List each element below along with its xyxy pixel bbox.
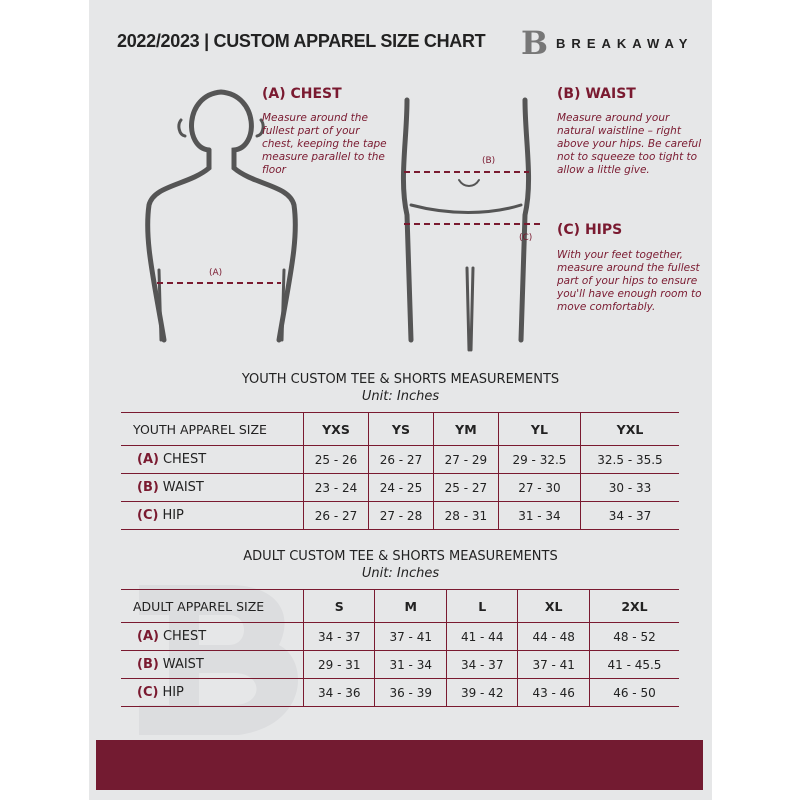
measurement-cell: 30 - 33 (579, 473, 679, 502)
brand-logo: B BREAKAWAY (521, 24, 693, 62)
measurement-cell: 24 - 25 (367, 473, 434, 502)
marker-c: (C) (519, 233, 532, 243)
head-outline (189, 89, 298, 343)
footer-bar (96, 740, 703, 790)
adult-table-title: ADULT CUSTOM TEE & SHORTS MEASUREMENTS Un… (89, 549, 712, 581)
measurement-cell: 34 - 36 (302, 678, 375, 707)
measurement-cell: 27 - 29 (432, 445, 499, 474)
measurement-cell: 41 - 45.5 (588, 650, 679, 679)
measurement-cell: 27 - 30 (497, 473, 581, 502)
measurement-cell: 36 - 39 (374, 678, 447, 707)
header-cell: YOUTH APPAREL SIZE (121, 412, 304, 446)
table-row: (B) WAIST 23 - 24 24 - 25 25 - 27 27 - 30 30 -… (121, 473, 679, 502)
measurement-cell: 31 - 34 (374, 650, 447, 679)
measurement-cell: 41 - 44 (445, 622, 518, 651)
table-row: (A) CHEST 34 - 37 37 - 41 41 - 44 44 - 48 48 -… (121, 622, 679, 651)
waist-instructions: Measure around your natural waistline – … (557, 112, 702, 176)
header-cell: YXS (303, 412, 369, 446)
measurement-cell: 44 - 48 (517, 622, 590, 651)
body-figures: (A) (B) (C) (145, 89, 541, 352)
measurement-cell: 37 - 41 (374, 622, 447, 651)
measurement-cell: 25 - 27 (432, 473, 499, 502)
measurement-cell: 37 - 41 (517, 650, 590, 679)
table-header-row: ADULT APPAREL SIZE S M L XL 2XL (121, 589, 679, 623)
youth-table-title: YOUTH CUSTOM TEE & SHORTS MEASUREMENTS Un… (89, 372, 712, 404)
adult-title: ADULT CUSTOM TEE & SHORTS MEASUREMENTS (243, 549, 558, 564)
measurement-cell: 46 - 50 (588, 678, 679, 707)
measurement-cell: 32.5 - 35.5 (579, 445, 679, 474)
youth-title: YOUTH CUSTOM TEE & SHORTS MEASUREMENTS (241, 372, 560, 387)
row-label: (C) HIP (121, 501, 304, 530)
row-tag: (A) (137, 629, 159, 644)
marker-a: (A) (209, 268, 222, 278)
row-label-text: HIP (162, 685, 184, 700)
measurement-cell: 39 - 42 (445, 678, 518, 707)
table-row: (B) WAIST 29 - 31 31 - 34 34 - 37 37 - 41 41 -… (121, 650, 679, 679)
row-label-text: WAIST (162, 480, 204, 495)
header-cell: YL (497, 412, 581, 446)
measurement-cell: 28 - 31 (432, 501, 499, 530)
chest-heading: (A) CHEST (262, 86, 342, 102)
measurement-cell: 26 - 27 (367, 445, 434, 474)
hips-heading: (C) HIPS (557, 222, 623, 238)
table-row: (A) CHEST 25 - 26 26 - 27 27 - 29 29 - 32.5 32… (121, 445, 679, 474)
adult-size-table: ADULT APPAREL SIZE S M L XL 2XL (A) CHEST 34 - 3… (121, 589, 679, 707)
measurement-cell: 26 - 27 (303, 501, 369, 530)
row-tag: (C) (137, 508, 159, 523)
measurement-cell: 29 - 31 (302, 650, 375, 679)
torso-outline (400, 97, 532, 343)
row-label-text: CHEST (162, 452, 207, 467)
measurement-cell: 27 - 28 (367, 501, 434, 530)
measurement-cell: 34 - 37 (445, 650, 518, 679)
row-label-text: CHEST (162, 629, 207, 644)
measurement-cell: 29 - 32.5 (497, 445, 581, 474)
row-tag: (A) (137, 452, 159, 467)
header-cell: S (302, 589, 375, 623)
adult-unit: Unit: Inches (361, 566, 440, 581)
header-cell: YS (367, 412, 434, 446)
row-label: (B) WAIST (121, 473, 304, 502)
youth-unit: Unit: Inches (361, 389, 440, 404)
waist-heading: (B) WAIST (557, 86, 636, 102)
row-label: (A) CHEST (121, 445, 304, 474)
table-row: (C) HIP 26 - 27 27 - 28 28 - 31 31 - 34 34 - 3… (121, 501, 679, 530)
measurement-cell: 34 - 37 (302, 622, 375, 651)
header-cell: M (374, 589, 447, 623)
hips-instructions: With your feet together, measure around … (557, 249, 702, 313)
row-label-text: HIP (162, 508, 184, 523)
chest-instructions: Measure around the fullest part of your … (262, 112, 387, 176)
measurement-cell: 34 - 37 (579, 501, 679, 530)
measurement-cell: 31 - 34 (497, 501, 581, 530)
header-cell: L (445, 589, 518, 623)
row-tag: (B) (137, 657, 159, 672)
measurement-cell: 23 - 24 (303, 473, 369, 502)
row-label: (A) CHEST (121, 622, 304, 651)
header-cell: ADULT APPAREL SIZE (121, 589, 304, 623)
marker-b: (B) (482, 156, 495, 166)
measurement-cell: 48 - 52 (588, 622, 679, 651)
table-row: (C) HIP 34 - 36 36 - 39 39 - 42 43 - 46 46 - 5… (121, 678, 679, 707)
row-tag: (B) (137, 480, 159, 495)
page-title: 2022/2023 | CUSTOM APPAREL SIZE CHART (117, 31, 486, 51)
measurement-cell: 25 - 26 (303, 445, 369, 474)
table-header-row: YOUTH APPAREL SIZE YXS YS YM YL YXL (121, 412, 679, 446)
header-cell: XL (517, 589, 590, 623)
youth-size-table: YOUTH APPAREL SIZE YXS YS YM YL YXL (A) CHEST 25… (121, 412, 679, 530)
size-chart-page: 2022/2023 | CUSTOM APPAREL SIZE CHART B … (89, 0, 712, 800)
row-label-text: WAIST (162, 657, 204, 672)
row-label: (C) HIP (121, 678, 304, 707)
measurement-cell: 43 - 46 (517, 678, 590, 707)
header-cell: YM (432, 412, 499, 446)
row-label: (B) WAIST (121, 650, 304, 679)
header-cell: YXL (579, 412, 679, 446)
row-tag: (C) (137, 685, 159, 700)
logo-mark-icon: B (521, 24, 549, 62)
header-cell: 2XL (588, 589, 679, 623)
brand-name: BREAKAWAY (556, 35, 694, 51)
